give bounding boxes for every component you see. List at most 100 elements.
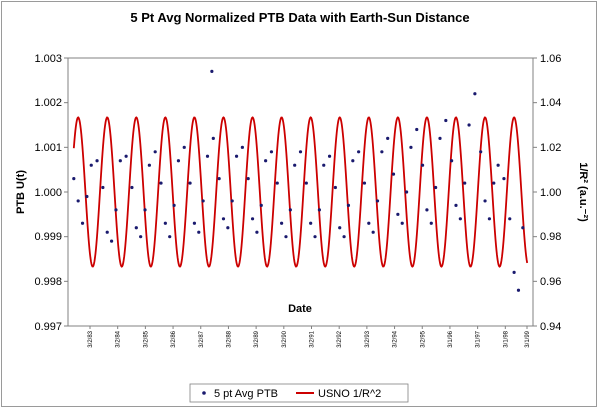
ptb-point	[246, 177, 250, 181]
ptb-point	[210, 69, 214, 73]
x-axis-ticks: 3/2/83 3/2/84 3/2/85 3/2/86 3/2/87 3/2/88 3/2/…	[88, 326, 531, 348]
ptb-point	[269, 150, 274, 154]
y2-tick-label: 0.94	[540, 321, 561, 333]
ptb-point	[444, 118, 448, 123]
ptb-point	[221, 217, 226, 221]
ptb-point	[521, 226, 525, 230]
ptb-point	[109, 239, 114, 243]
ptb-point	[101, 185, 105, 190]
chart-title: 5 Pt Avg Normalized PTB Data with Earth-…	[130, 10, 469, 25]
ptb-point	[473, 92, 477, 96]
y-tick-label: 1.000	[34, 187, 62, 199]
ptb-point	[250, 217, 255, 221]
x-tick-label: 3/2/87	[199, 330, 205, 347]
ptb-point	[76, 199, 80, 203]
tick-marks	[64, 57, 537, 327]
ptb-point	[114, 208, 118, 212]
legend-entry-usno: USNO 1/R^2	[318, 388, 381, 400]
ptb-point	[322, 163, 326, 167]
ptb-point	[496, 163, 500, 167]
x-tick-label: 3/2/89	[254, 330, 260, 347]
ptb-point	[357, 150, 361, 154]
ptb-point	[375, 199, 380, 203]
ptb-point	[400, 221, 404, 225]
ptb-point	[434, 185, 438, 190]
legend-marker-dots	[202, 391, 206, 395]
ptb-point	[172, 203, 176, 207]
y2-tick-label: 1.02	[540, 142, 561, 154]
ptb-point	[342, 235, 346, 239]
ptb-point	[95, 159, 99, 163]
ptb-point	[293, 163, 297, 167]
ptb-point	[502, 177, 506, 181]
ptb-point	[386, 136, 390, 140]
ptb-point	[467, 123, 471, 127]
ptb-point	[205, 154, 210, 158]
ptb-point	[217, 177, 221, 181]
x-tick-label: 3/2/90	[282, 330, 288, 347]
ptb-point	[304, 181, 308, 185]
ptb-point	[284, 235, 288, 239]
ptb-point	[192, 221, 197, 225]
ptb-point	[163, 221, 167, 225]
y-tick-label: 0.997	[34, 321, 62, 333]
x-tick-label: 3/1/97	[476, 330, 482, 347]
x-tick-label: 3/2/93	[365, 330, 371, 347]
ptb-point	[391, 172, 396, 176]
ptb-point	[275, 181, 279, 185]
ptb-point	[380, 150, 384, 154]
ptb-point	[124, 154, 128, 158]
ptb-point	[415, 127, 419, 132]
ptb-point	[298, 150, 303, 154]
plot-area	[67, 57, 534, 327]
ptb-point	[72, 177, 76, 181]
ptb-point	[159, 181, 163, 185]
ptb-point	[259, 203, 263, 207]
ptb-point	[425, 208, 429, 212]
ptb-point	[139, 235, 143, 239]
ptb-point	[176, 159, 181, 163]
ptb-point	[118, 159, 122, 163]
ptb-point	[338, 226, 342, 230]
ptb-point	[483, 199, 487, 203]
y2-tick-label: 1.06	[540, 53, 561, 65]
ptb-point	[288, 208, 292, 212]
legend: 5 pt Avg PTB USNO 1/R^2	[189, 383, 409, 403]
x-tick-label: 3/2/86	[171, 330, 177, 347]
ptb-point	[508, 217, 512, 221]
y-tick-label: 1.002	[34, 97, 62, 109]
ptb-point	[240, 145, 244, 149]
ptb-point	[188, 181, 192, 185]
y2-tick-label: 1.04	[540, 97, 561, 109]
x-tick-label: 3/1/98	[503, 330, 509, 347]
ptb-point	[182, 145, 186, 149]
ptb-point	[404, 190, 409, 194]
x-tick-label: 3/1/99	[525, 330, 531, 347]
ptb-point	[309, 221, 313, 225]
ptb-point	[463, 181, 467, 185]
ptb-point	[211, 136, 215, 140]
x-tick-label: 3/2/91	[310, 330, 316, 347]
y2-tick-label: 1.00	[540, 187, 561, 199]
ptb-point	[420, 163, 425, 167]
y-tick-label: 0.998	[34, 276, 62, 288]
ptb-point	[516, 288, 521, 292]
usno-line	[72, 116, 529, 268]
x-tick-label: 3/2/88	[226, 330, 232, 347]
y-axis-ticks: 1.003 1.002 1.001 1.000 0.999 0.998 0.99…	[34, 53, 62, 333]
ptb-point	[317, 208, 321, 212]
ptb-point	[450, 159, 454, 163]
ptb-point	[143, 208, 147, 212]
y2-tick-label: 0.96	[540, 276, 561, 288]
x-tick-label: 3/2/92	[337, 330, 343, 347]
ptb-point	[264, 159, 268, 163]
ptb-point	[313, 235, 317, 239]
x-axis-title: Date	[288, 303, 312, 315]
ptb-point	[333, 185, 337, 190]
y-axis-title: PTB U(t)	[15, 170, 27, 214]
ptb-point	[85, 194, 89, 199]
y-tick-label: 1.001	[34, 142, 62, 154]
ptb-point	[512, 270, 516, 274]
y-tick-label: 0.999	[34, 231, 62, 243]
